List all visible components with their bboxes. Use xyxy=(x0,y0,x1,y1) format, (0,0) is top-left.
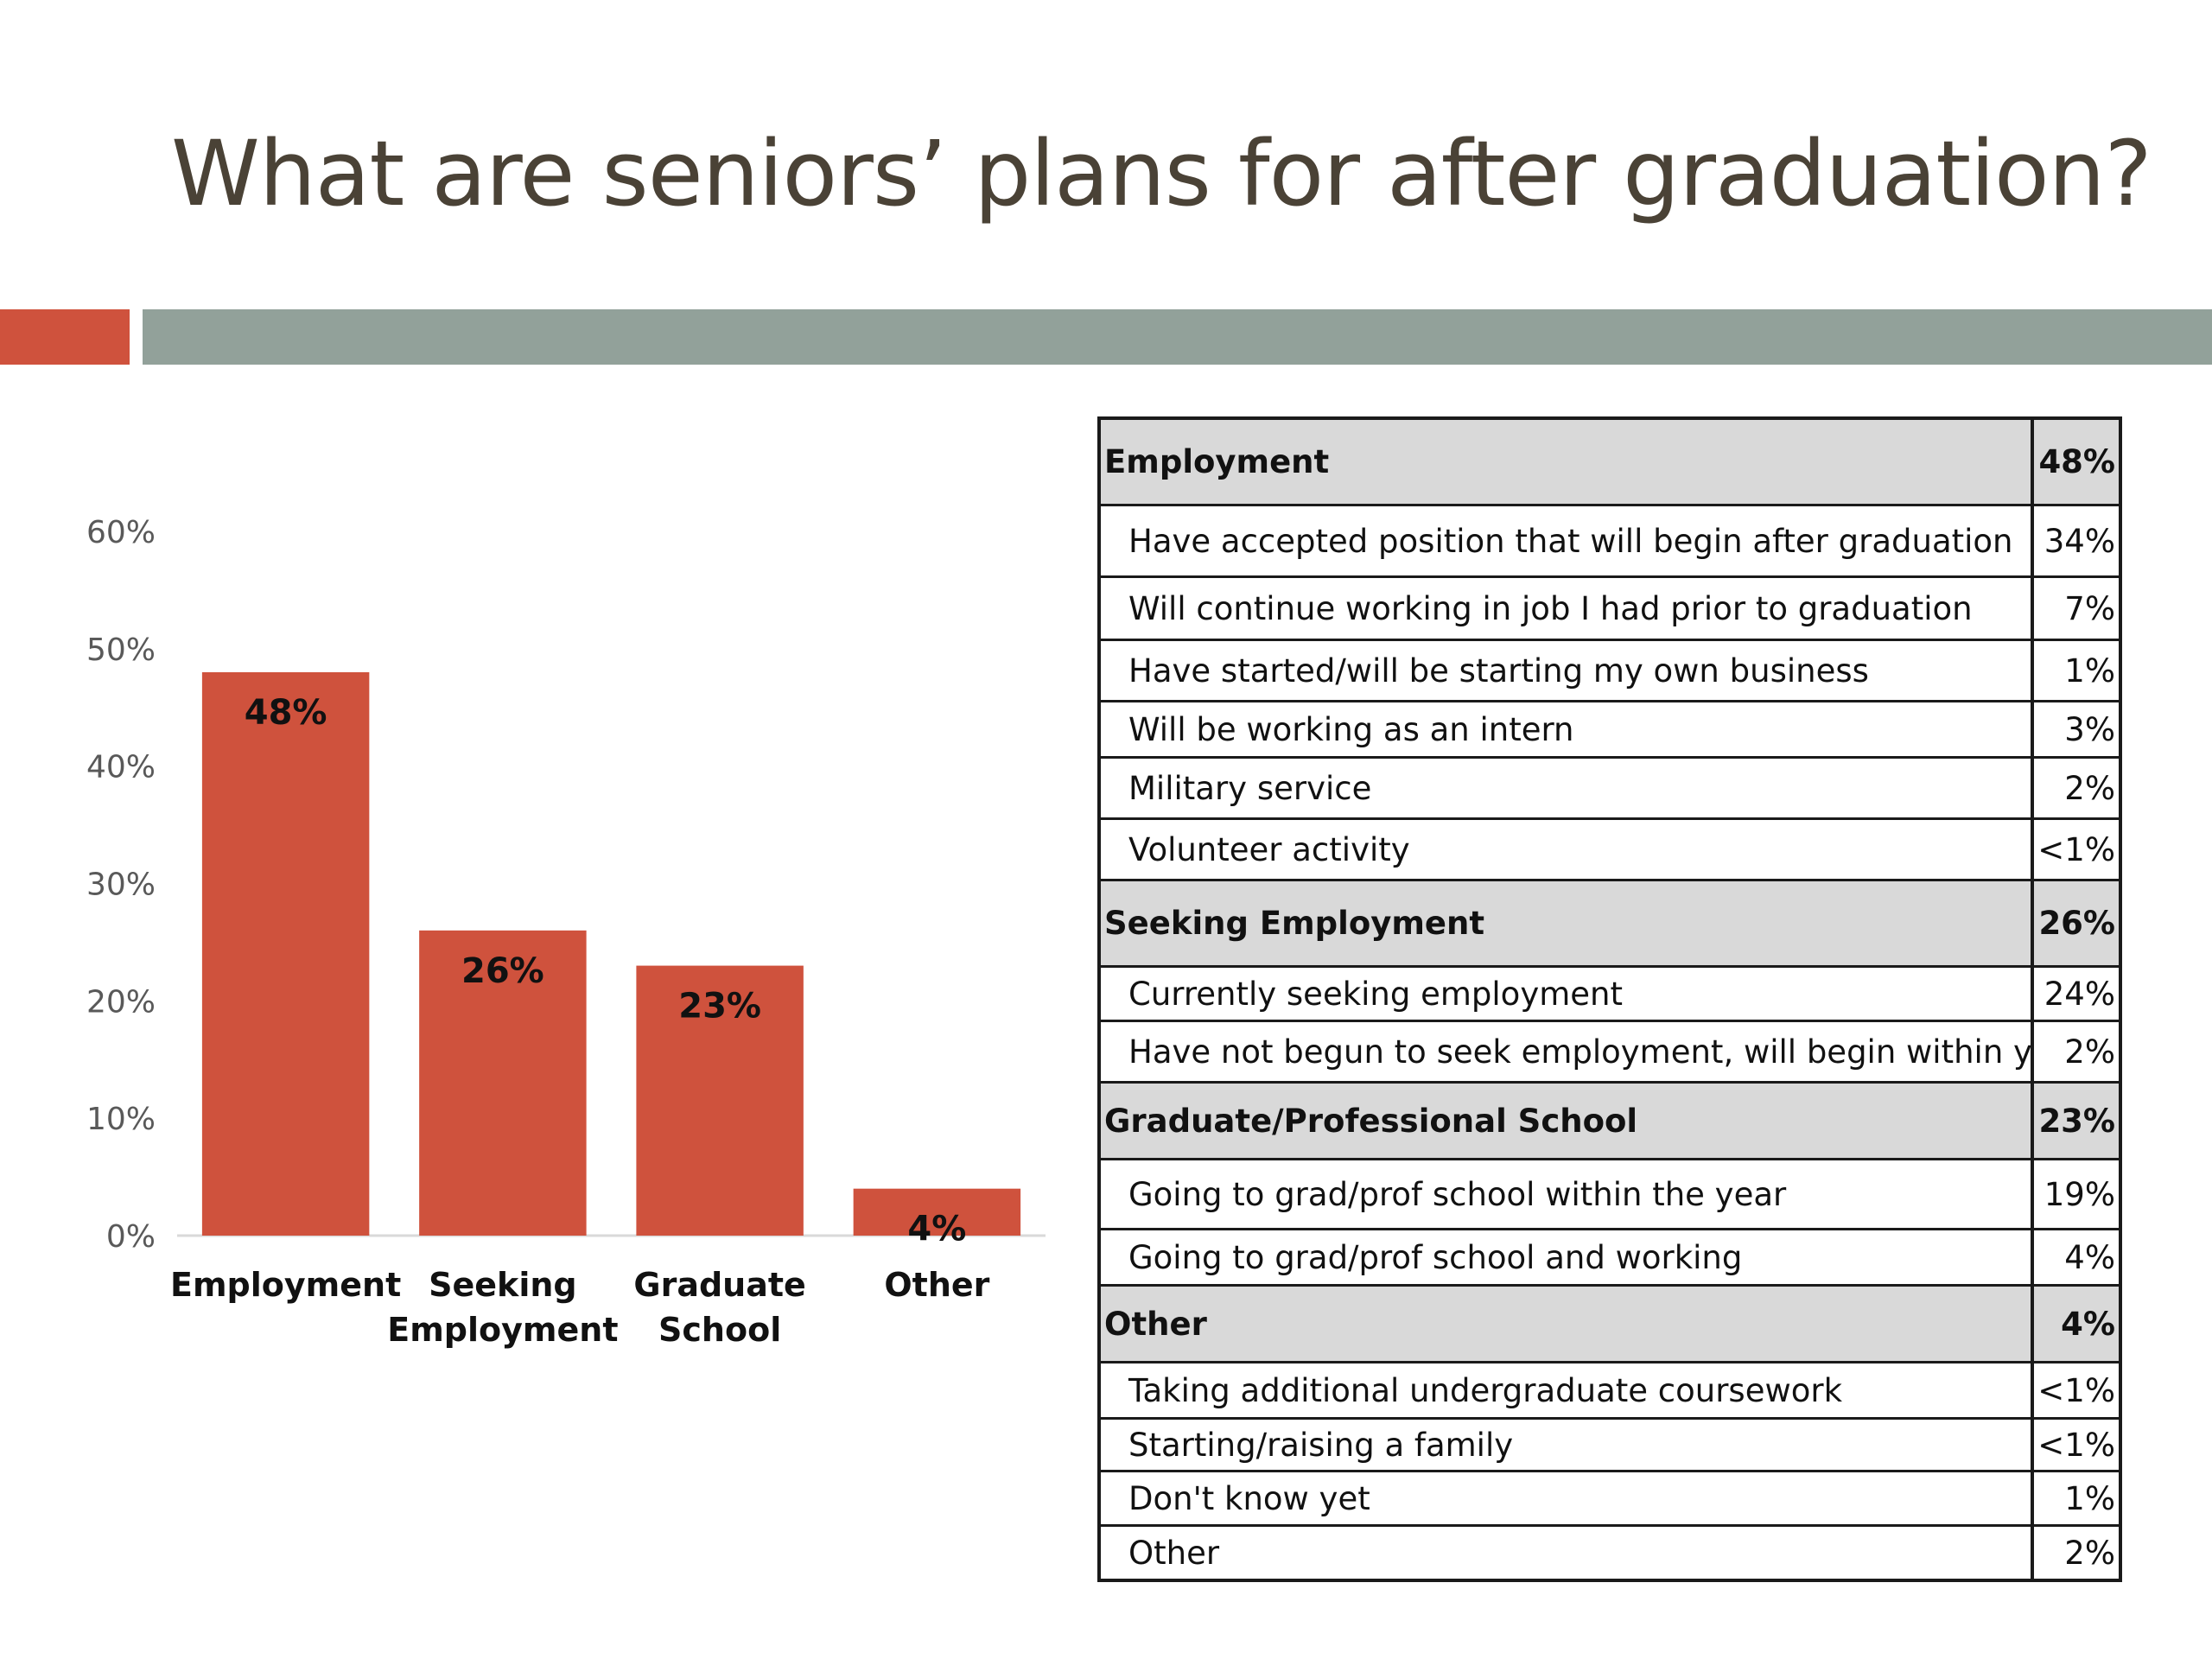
x-category-label: Employment xyxy=(387,1311,618,1349)
bar-value-label: 26% xyxy=(461,951,544,991)
bar-value-label: 48% xyxy=(245,693,327,733)
y-tick-label: 20% xyxy=(86,984,156,1020)
table-row: Will be working as an intern 3% xyxy=(1099,700,2120,759)
row-percent: 2% xyxy=(2031,1524,2120,1582)
title-band-accent xyxy=(0,309,130,365)
category-label: Other xyxy=(1099,1284,2032,1363)
category-percent: 23% xyxy=(2031,1081,2120,1160)
x-category-label: Other xyxy=(884,1266,989,1304)
bar xyxy=(636,965,804,1236)
row-percent: <1% xyxy=(2031,817,2120,881)
plans-table: Employment 48% Have accepted position that… xyxy=(1097,416,2122,1582)
row-percent: 1% xyxy=(2031,1470,2120,1527)
bar-value-label: 4% xyxy=(907,1210,966,1249)
row-percent: 3% xyxy=(2031,700,2120,759)
x-category-label: Employment xyxy=(170,1266,401,1304)
table-category-row: Seeking Employment 26% xyxy=(1099,879,2120,968)
slide-title: What are seniors’ plans for after gradua… xyxy=(171,121,2152,226)
table-row: Going to grad/prof school and working 4% xyxy=(1099,1228,2120,1287)
table-row: Volunteer activity <1% xyxy=(1099,817,2120,881)
x-category-label: Graduate xyxy=(633,1266,805,1304)
row-percent: <1% xyxy=(2031,1361,2120,1420)
x-category-label: Seeking xyxy=(429,1266,576,1304)
category-percent: 26% xyxy=(2031,879,2120,968)
row-label: Going to grad/prof school and working xyxy=(1099,1228,2032,1287)
x-category-label: School xyxy=(658,1311,781,1349)
bar xyxy=(419,930,587,1236)
table-category-row: Graduate/Professional School 23% xyxy=(1099,1081,2120,1160)
row-percent: 19% xyxy=(2031,1158,2120,1230)
table-row: Other 2% xyxy=(1099,1524,2120,1582)
row-label: Volunteer activity xyxy=(1099,817,2032,881)
table-row: Don't know yet 1% xyxy=(1099,1470,2120,1527)
y-tick-label: 0% xyxy=(106,1219,156,1255)
table-row: Have not begun to seek employment, will … xyxy=(1099,1020,2120,1084)
category-percent: 4% xyxy=(2031,1284,2120,1363)
row-label: Going to grad/prof school within the yea… xyxy=(1099,1158,2032,1230)
row-label: Other xyxy=(1099,1524,2032,1582)
title-band xyxy=(143,309,2212,365)
table-row: Will continue working in job I had prior… xyxy=(1099,575,2120,641)
bar-chart: 0% 10% 20% 30% 40% 50% 60% 48% Employment 26% Seek… xyxy=(86,515,1046,1349)
row-percent: <1% xyxy=(2031,1417,2120,1472)
category-label: Seeking Employment xyxy=(1099,879,2032,968)
table-row: Military service 2% xyxy=(1099,756,2120,820)
row-percent: 2% xyxy=(2031,756,2120,820)
y-tick-label: 10% xyxy=(86,1102,156,1137)
row-percent: 2% xyxy=(2031,1020,2120,1084)
table-row: Taking additional undergraduate coursewo… xyxy=(1099,1361,2120,1420)
row-label: Have not begun to seek employment, will … xyxy=(1099,1020,2032,1084)
table-row: Have started/will be starting my own bus… xyxy=(1099,639,2120,702)
row-percent: 24% xyxy=(2031,965,2120,1022)
table-category-row: Employment 48% xyxy=(1099,416,2120,506)
row-label: Military service xyxy=(1099,756,2032,820)
y-tick-label: 30% xyxy=(86,868,156,903)
y-tick-label: 60% xyxy=(86,515,156,550)
category-label: Employment xyxy=(1099,416,2032,506)
y-tick-label: 50% xyxy=(86,632,156,668)
bar xyxy=(201,672,370,1236)
row-percent: 7% xyxy=(2031,575,2120,641)
row-label: Will be working as an intern xyxy=(1099,700,2032,759)
table-row: Have accepted position that will begin a… xyxy=(1099,504,2120,578)
row-label: Have accepted position that will begin a… xyxy=(1099,504,2032,578)
table-row: Currently seeking employment 24% xyxy=(1099,965,2120,1022)
table-row: Starting/raising a family <1% xyxy=(1099,1417,2120,1472)
row-percent: 34% xyxy=(2031,504,2120,578)
bar xyxy=(853,1188,1021,1236)
row-label: Will continue working in job I had prior… xyxy=(1099,575,2032,641)
category-label: Graduate/Professional School xyxy=(1099,1081,2032,1160)
row-percent: 1% xyxy=(2031,639,2120,702)
y-tick-label: 40% xyxy=(86,750,156,785)
row-label: Don't know yet xyxy=(1099,1470,2032,1527)
table-row: Going to grad/prof school within the yea… xyxy=(1099,1158,2120,1230)
row-label: Currently seeking employment xyxy=(1099,965,2032,1022)
table-category-row: Other 4% xyxy=(1099,1284,2120,1363)
category-percent: 48% xyxy=(2031,416,2120,506)
row-label: Starting/raising a family xyxy=(1099,1417,2032,1472)
bar-value-label: 23% xyxy=(678,987,761,1027)
row-label: Taking additional undergraduate coursewo… xyxy=(1099,1361,2032,1420)
row-percent: 4% xyxy=(2031,1228,2120,1287)
row-label: Have started/will be starting my own bus… xyxy=(1099,639,2032,702)
